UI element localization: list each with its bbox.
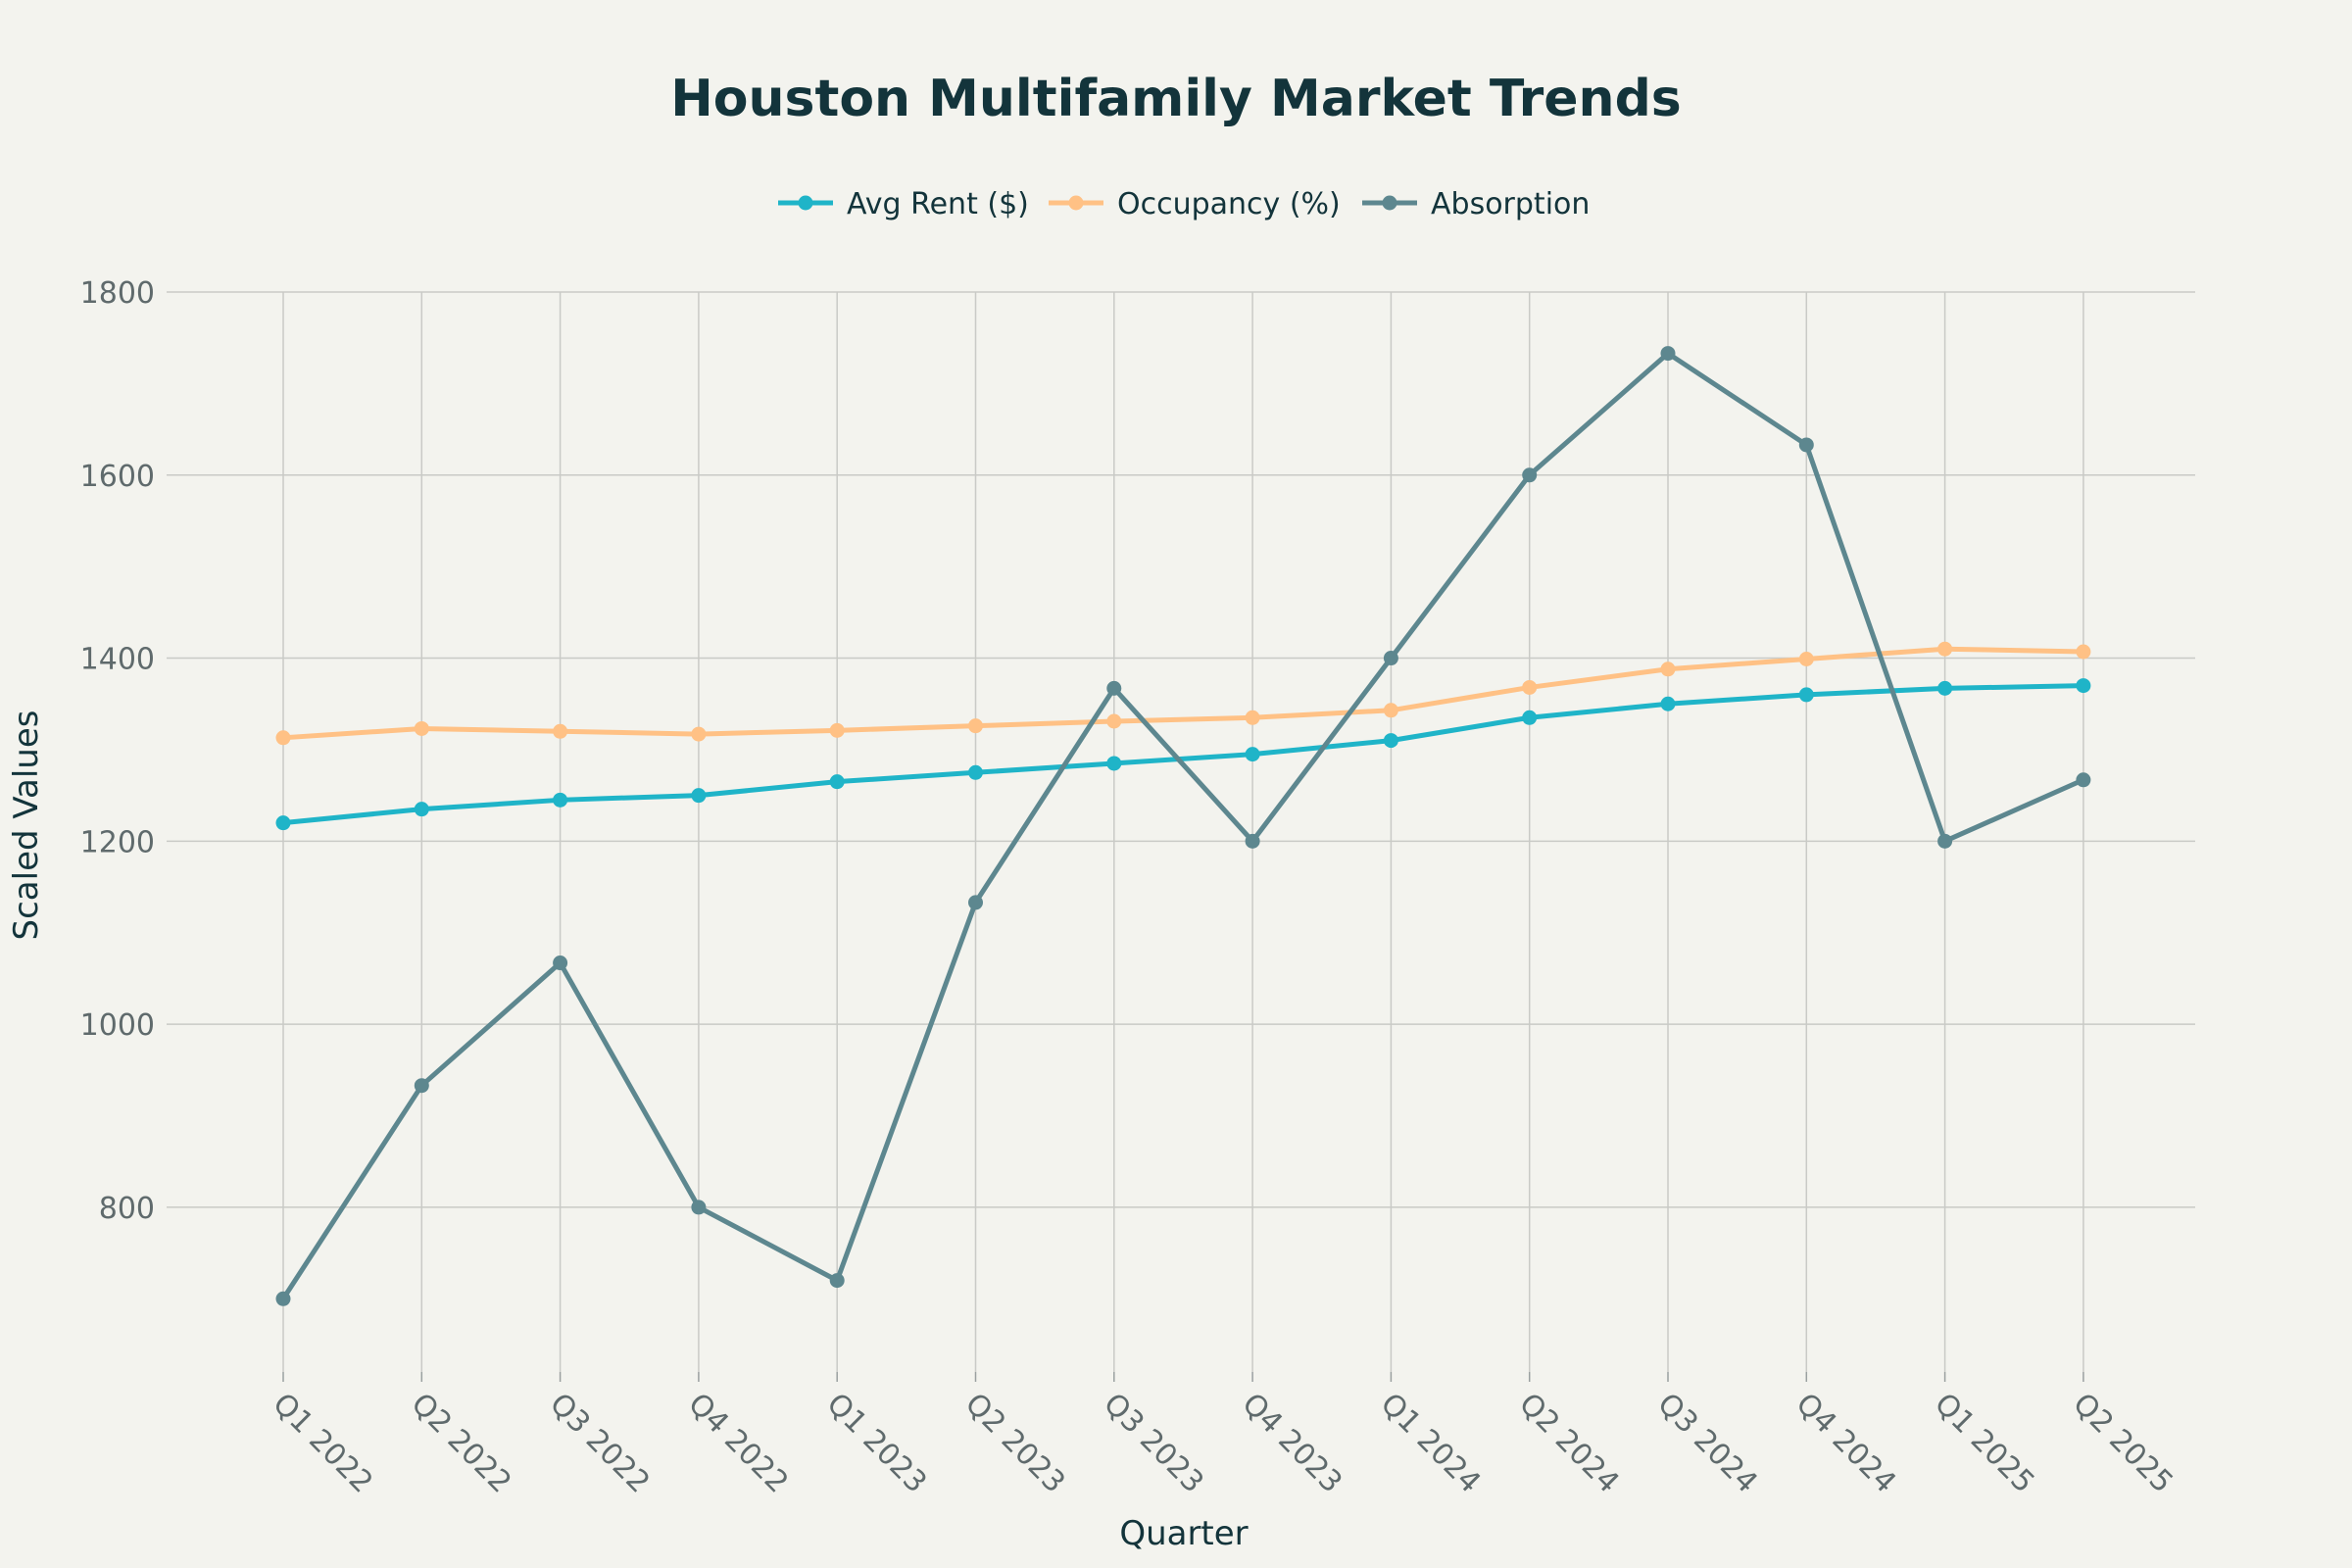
data-point xyxy=(2076,644,2091,660)
legend-swatch-marker xyxy=(1068,195,1084,211)
legend-item: Avg Rent ($) xyxy=(778,187,1029,221)
data-point xyxy=(1660,696,1676,711)
data-point xyxy=(1383,733,1398,749)
x-tick-label: Q2 2024 xyxy=(1512,1387,1626,1500)
data-point xyxy=(414,720,429,736)
data-point xyxy=(968,895,983,910)
x-tick-label: Q1 2025 xyxy=(1928,1387,2041,1500)
x-tick-label: Q1 2023 xyxy=(820,1387,934,1500)
y-tick-label: 1000 xyxy=(80,1008,155,1043)
data-point xyxy=(968,718,983,734)
data-point xyxy=(553,792,568,808)
y-axis-ticks: 800 1000 1200 1400 1600 1800 xyxy=(80,276,155,1226)
data-point xyxy=(691,726,707,742)
data-point xyxy=(2076,678,2091,694)
series-2 xyxy=(275,346,2091,1306)
data-point xyxy=(968,764,983,780)
y-tick-label: 800 xyxy=(99,1192,155,1226)
legend: Avg Rent ($) Occupancy (%) Absorption xyxy=(778,187,1590,221)
data-point xyxy=(2076,772,2091,788)
x-axis-label: Quarter xyxy=(1119,1514,1248,1553)
data-point xyxy=(1245,833,1260,849)
legend-label: Avg Rent ($) xyxy=(847,187,1029,221)
data-point xyxy=(1106,680,1122,696)
data-point xyxy=(275,730,291,746)
data-point xyxy=(1245,747,1260,762)
legend-label: Occupancy (%) xyxy=(1117,187,1341,221)
data-point xyxy=(829,774,845,790)
series-1 xyxy=(275,641,2091,746)
data-point xyxy=(829,1273,845,1289)
data-point xyxy=(1937,680,1953,696)
x-tick-label: Q4 2022 xyxy=(681,1387,795,1500)
y-axis-label: Scaled Values xyxy=(7,710,46,941)
data-point xyxy=(553,723,568,739)
x-tick-label: Q4 2024 xyxy=(1789,1387,1903,1500)
data-point xyxy=(1660,662,1676,677)
data-point xyxy=(1937,641,1953,657)
data-point xyxy=(1522,467,1538,483)
legend-item: Absorption xyxy=(1362,187,1590,221)
legend-label: Absorption xyxy=(1431,187,1590,221)
data-point xyxy=(691,1200,707,1215)
x-tick-label: Q3 2022 xyxy=(543,1387,657,1500)
series-line xyxy=(280,683,2086,826)
data-point xyxy=(1798,437,1814,453)
x-tick-label: Q3 2024 xyxy=(1650,1387,1764,1500)
data-point xyxy=(275,815,291,831)
data-point xyxy=(275,1291,291,1306)
data-point xyxy=(414,802,429,817)
x-tick-label: Q1 2024 xyxy=(1374,1387,1488,1500)
x-tick-label: Q2 2023 xyxy=(958,1387,1072,1500)
y-tick-label: 1800 xyxy=(80,276,155,311)
x-tick-label: Q2 2022 xyxy=(405,1387,518,1500)
data-point xyxy=(1798,687,1814,703)
y-tick-label: 1400 xyxy=(80,643,155,677)
y-tick-label: 1600 xyxy=(80,460,155,494)
x-tick-label: Q2 2025 xyxy=(2066,1387,2180,1500)
data-point xyxy=(1383,651,1398,666)
series-group xyxy=(275,346,2091,1306)
legend-item: Occupancy (%) xyxy=(1049,187,1341,221)
data-point xyxy=(1245,710,1260,725)
x-tick-label: Q4 2023 xyxy=(1235,1387,1348,1500)
series-0 xyxy=(275,678,2091,831)
legend-swatch-marker xyxy=(798,195,813,211)
data-point xyxy=(1798,651,1814,666)
data-point xyxy=(553,956,568,971)
data-point xyxy=(1660,346,1676,362)
series-line xyxy=(280,351,2086,1301)
data-point xyxy=(829,722,845,738)
x-tick-label: Q1 2022 xyxy=(266,1387,379,1500)
data-point xyxy=(1106,756,1122,771)
x-tick-label: Q3 2023 xyxy=(1097,1387,1210,1500)
data-point xyxy=(414,1078,429,1094)
x-axis-ticks: Q1 2022 Q2 2022 Q3 2022 Q4 2022 Q1 2023 Q2 20… xyxy=(266,1387,2180,1500)
y-tick-label: 1200 xyxy=(80,825,155,859)
data-point xyxy=(691,788,707,804)
chart-title: Houston Multifamily Market Trends xyxy=(670,70,1682,128)
data-point xyxy=(1522,710,1538,725)
data-point xyxy=(1383,703,1398,718)
data-point xyxy=(1106,713,1122,729)
legend-swatch-marker xyxy=(1382,195,1397,211)
series-line xyxy=(280,646,2086,741)
data-point xyxy=(1937,833,1953,849)
grid xyxy=(167,291,2195,1382)
data-point xyxy=(1522,679,1538,695)
